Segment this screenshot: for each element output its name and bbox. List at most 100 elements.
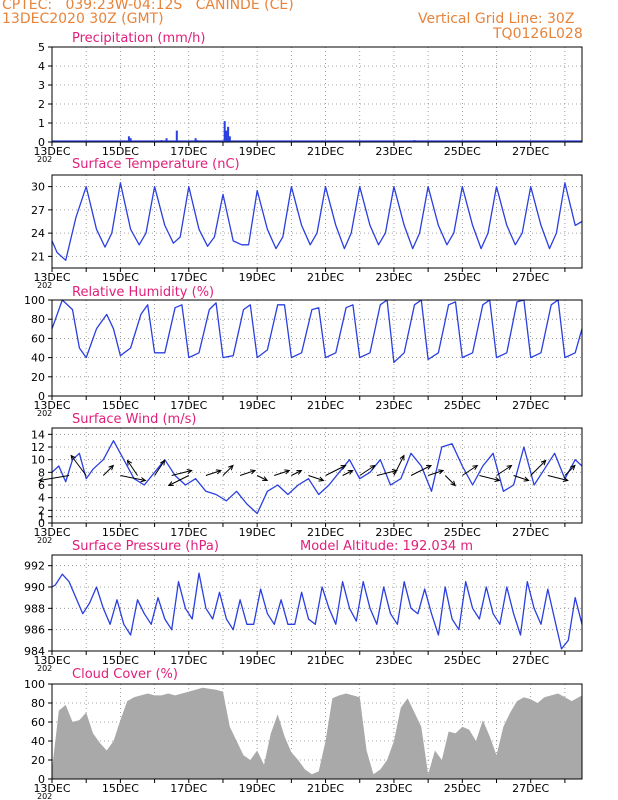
x-tick-label: 15DEC xyxy=(102,271,139,284)
pressure-frame xyxy=(51,554,583,652)
x-tick-label: 13DEC xyxy=(33,526,70,539)
precip-bar xyxy=(175,130,178,142)
y-tick-label: 21 xyxy=(31,250,45,263)
x-tick-label: 25DEC xyxy=(444,782,481,795)
x-year-label: 202 xyxy=(37,792,52,800)
x-tick-label: 13DEC xyxy=(33,782,70,795)
y-tick-label: 8 xyxy=(38,466,45,479)
y-tick-label: 990 xyxy=(24,581,45,594)
x-tick-label: 19DEC xyxy=(239,399,276,412)
x-tick-label: 27DEC xyxy=(512,145,549,158)
x-year-label: 202 xyxy=(37,281,52,290)
x-tick-label: 13DEC xyxy=(33,654,70,667)
wind-arrow xyxy=(205,469,222,476)
wind-arrow xyxy=(393,454,405,476)
wind-arrow xyxy=(496,464,513,476)
precip-bar xyxy=(228,136,231,142)
x-tick-label: 19DEC xyxy=(239,145,276,158)
x-tick-label: 25DEC xyxy=(444,271,481,284)
wind-arrow xyxy=(410,464,433,476)
x-tick-label: 15DEC xyxy=(102,399,139,412)
y-tick-label: 4 xyxy=(38,492,45,505)
wind-frame xyxy=(51,427,583,524)
x-tick-label: 21DEC xyxy=(307,271,344,284)
wind-arrow xyxy=(530,459,547,476)
x-tick-label: 19DEC xyxy=(239,782,276,795)
x-tick-label: 15DEC xyxy=(102,654,139,667)
wind-arrow xyxy=(359,464,376,476)
temp-series-line xyxy=(51,182,583,261)
y-tick-label: 1 xyxy=(38,511,45,524)
wind-arrow xyxy=(513,475,530,482)
x-tick-label: 23DEC xyxy=(375,271,412,284)
x-tick-label: 21DEC xyxy=(307,145,344,158)
y-tick-label: 992 xyxy=(24,560,45,573)
wind-arrow xyxy=(102,464,115,476)
wind-arrow xyxy=(325,464,347,476)
y-tick-label: 4 xyxy=(38,60,45,73)
rh-grid xyxy=(51,299,582,397)
x-tick-label: 23DEC xyxy=(375,782,412,795)
y-tick-label: 80 xyxy=(31,313,45,326)
wind-title: Surface Wind (m/s) xyxy=(72,412,196,427)
x-tick-label: 13DEC xyxy=(33,145,70,158)
x-tick-label: 23DEC xyxy=(375,399,412,412)
y-tick-label: 40 xyxy=(31,352,45,365)
wind-arrow xyxy=(239,469,257,476)
wind-arrow xyxy=(222,464,234,476)
wind-series-line xyxy=(51,440,583,515)
wind-arrow xyxy=(154,459,166,476)
wind-arrow xyxy=(462,464,479,476)
x-tick-label: 21DEC xyxy=(307,399,344,412)
precip-bar xyxy=(165,138,168,142)
wind-vectors xyxy=(37,454,576,487)
header-grid-note: Vertical Grid Line: 30Z xyxy=(418,11,575,27)
header-title: CPTEC: 039:23W-04:12S CANINDE (CE) xyxy=(2,0,294,13)
pressure-series-line xyxy=(51,572,583,650)
rh-series-line xyxy=(51,299,583,364)
precip-bar xyxy=(129,138,132,142)
wind-arrow xyxy=(308,475,325,482)
wind-grid xyxy=(51,428,582,524)
y-tick-label: 0 xyxy=(38,773,45,786)
x-tick-label: 19DEC xyxy=(239,526,276,539)
wind-arrow xyxy=(291,469,303,476)
pressure-grid xyxy=(51,555,582,652)
temp-panel: 21 24 27 30 13DEC 15DEC 17DEC 19DEC 21DEC 23DEC 25… xyxy=(31,157,583,290)
y-tick-label: 12 xyxy=(31,441,45,454)
x-tick-label: 19DEC xyxy=(239,654,276,667)
wind-arrow xyxy=(564,464,576,476)
y-tick-label: 27 xyxy=(31,204,45,217)
wind-arrow xyxy=(479,475,501,483)
precip-bar xyxy=(194,138,197,142)
wind-arrow xyxy=(274,469,291,476)
precip-bar xyxy=(225,130,228,142)
x-tick-label: 17DEC xyxy=(170,271,207,284)
cloud-panel: 0 20 40 60 80 100 13DEC 15DEC 17DEC 19DEC 21DEC 23D… xyxy=(24,667,583,800)
y-tick-label: 0 xyxy=(38,390,45,403)
x-tick-label: 13DEC xyxy=(33,271,70,284)
y-tick-label: 5 xyxy=(38,41,45,54)
x-tick-label: 25DEC xyxy=(444,399,481,412)
y-tick-label: 988 xyxy=(24,602,45,615)
x-tick-label: 25DEC xyxy=(444,145,481,158)
wind-arrow xyxy=(167,475,189,487)
x-tick-label: 21DEC xyxy=(307,526,344,539)
cloud-title: Cloud Cover (%) xyxy=(72,667,178,682)
y-tick-label: 2 xyxy=(38,98,45,111)
y-tick-label: 14 xyxy=(31,428,45,441)
pressure-title: Surface Pressure (hPa) xyxy=(72,539,219,554)
precip-title: Precipitation (mm/h) xyxy=(72,31,205,46)
y-tick-label: 24 xyxy=(31,227,45,240)
precip-grid xyxy=(51,46,582,143)
x-tick-label: 27DEC xyxy=(512,526,549,539)
y-tick-label: 2 xyxy=(38,504,45,517)
x-year-label: 202 xyxy=(37,536,52,545)
cloud-area xyxy=(52,687,582,779)
wind-arrow xyxy=(547,475,569,483)
x-tick-label: 27DEC xyxy=(512,399,549,412)
x-tick-label: 23DEC xyxy=(375,654,412,667)
x-tick-label: 15DEC xyxy=(102,526,139,539)
